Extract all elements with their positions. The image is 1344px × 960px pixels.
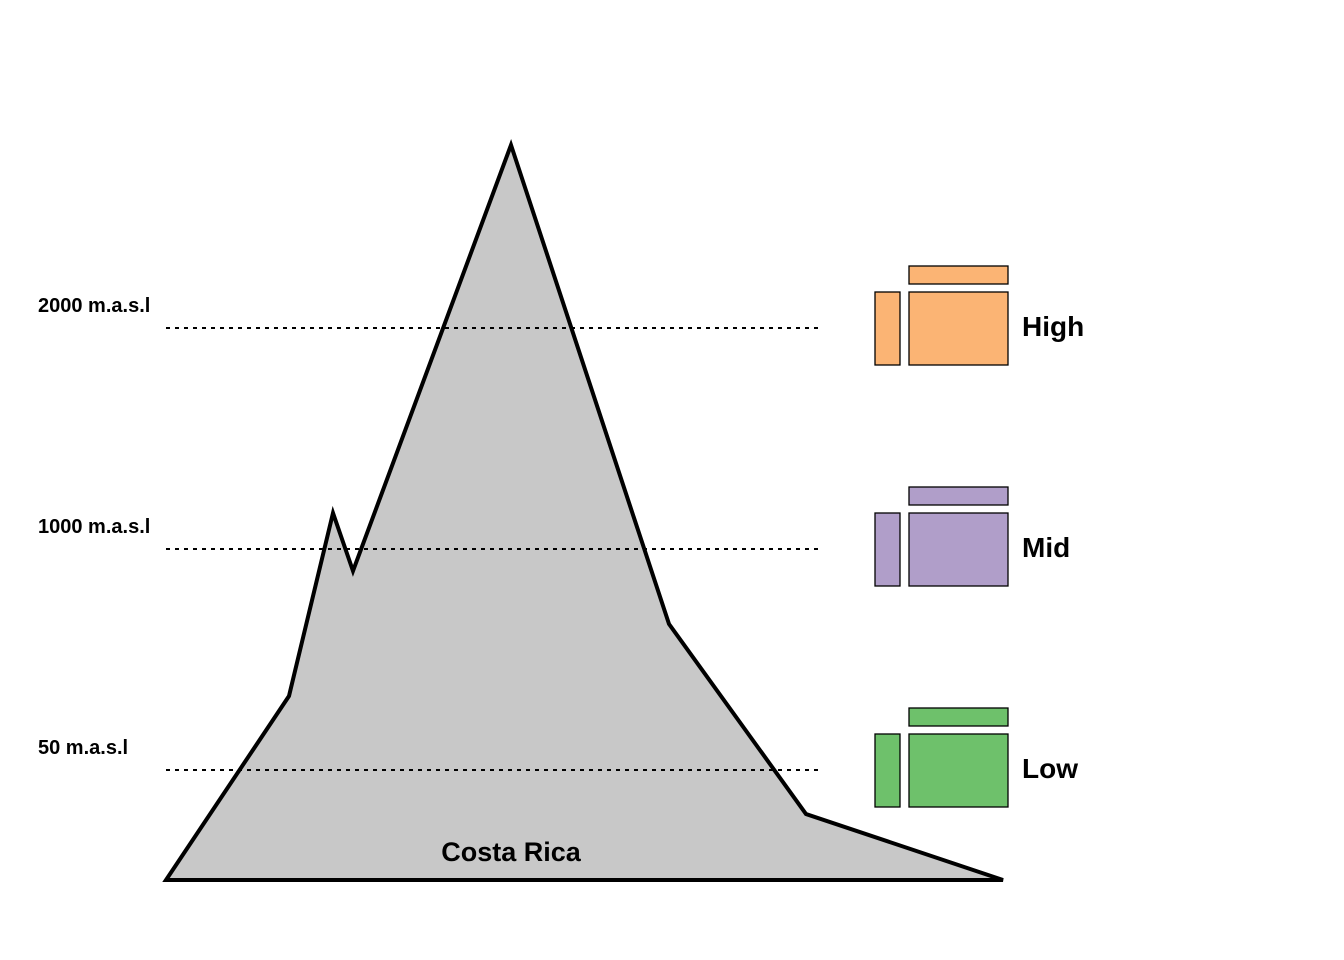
zone-icon-high-side-bar [874, 291, 901, 366]
country-label: Costa Rica [441, 837, 582, 867]
elevation-band-mid: 1000 m.a.s.l Mid [38, 486, 1070, 587]
zone-label-high: High [1022, 311, 1084, 342]
zone-icon-low-top-bar [908, 707, 1009, 727]
zone-icon-mid-top-bar [908, 486, 1009, 506]
zone-label-mid: Mid [1022, 532, 1070, 563]
elevation-label-high: 2000 m.a.s.l [38, 295, 150, 317]
zone-icon-high-top-bar [908, 265, 1009, 285]
elevation-band-low: 50 m.a.s.l Low [38, 707, 1078, 808]
zone-icon-mid-side-bar [874, 512, 901, 587]
zone-icon-low-side-bar [874, 733, 901, 808]
elevation-label-low: 50 m.a.s.l [38, 737, 128, 759]
zone-icon-low [874, 707, 1009, 808]
zone-icon-low-main-block [908, 733, 1009, 808]
zone-icon-mid-main-block [908, 512, 1009, 587]
zone-icon-high [874, 265, 1009, 366]
elevation-label-mid: 1000 m.a.s.l [38, 516, 150, 538]
zone-icon-high-main-block [908, 291, 1009, 366]
zone-icon-mid [874, 486, 1009, 587]
elevation-band-high: 2000 m.a.s.l High [38, 265, 1084, 366]
mountain-silhouette [162, 138, 1004, 882]
zone-label-low: Low [1022, 753, 1078, 784]
